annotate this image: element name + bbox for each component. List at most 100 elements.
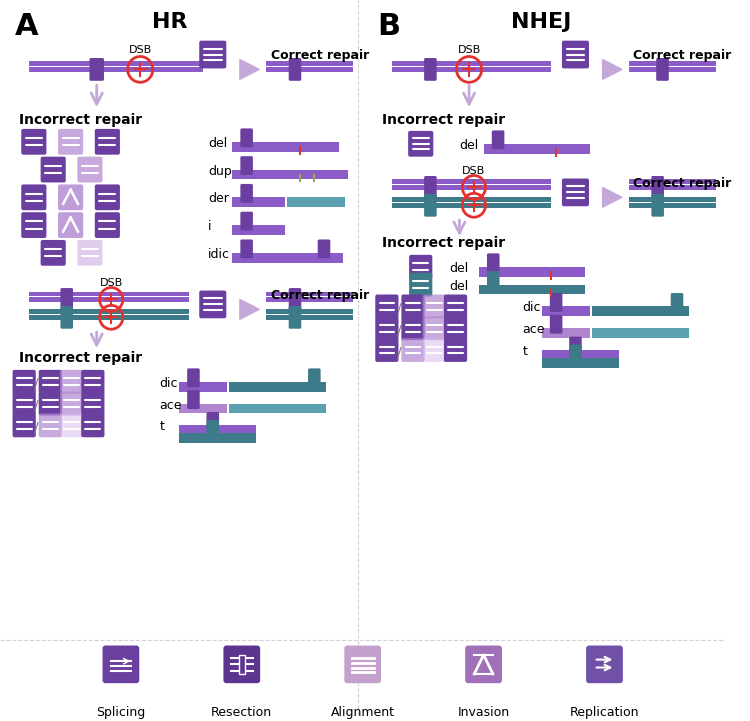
FancyBboxPatch shape	[628, 61, 716, 66]
FancyBboxPatch shape	[542, 311, 590, 317]
Text: dic: dic	[522, 301, 541, 314]
FancyBboxPatch shape	[401, 338, 424, 362]
FancyBboxPatch shape	[423, 338, 445, 362]
FancyBboxPatch shape	[542, 350, 619, 355]
FancyBboxPatch shape	[562, 179, 589, 206]
FancyBboxPatch shape	[77, 240, 103, 266]
Text: der: der	[208, 193, 229, 205]
FancyBboxPatch shape	[542, 358, 619, 363]
FancyBboxPatch shape	[60, 413, 83, 438]
FancyBboxPatch shape	[487, 253, 500, 273]
FancyBboxPatch shape	[179, 404, 227, 409]
FancyBboxPatch shape	[200, 291, 226, 318]
FancyBboxPatch shape	[392, 61, 551, 66]
FancyBboxPatch shape	[21, 212, 46, 238]
FancyBboxPatch shape	[656, 58, 669, 81]
FancyBboxPatch shape	[81, 392, 104, 415]
FancyBboxPatch shape	[628, 185, 716, 190]
FancyBboxPatch shape	[13, 413, 36, 438]
FancyBboxPatch shape	[592, 333, 688, 338]
Text: Correct repair: Correct repair	[271, 289, 369, 302]
FancyBboxPatch shape	[232, 198, 285, 203]
Text: ace: ace	[522, 323, 544, 336]
FancyBboxPatch shape	[240, 184, 253, 203]
FancyBboxPatch shape	[179, 386, 227, 392]
Text: A: A	[14, 12, 38, 41]
FancyBboxPatch shape	[29, 298, 188, 302]
FancyBboxPatch shape	[344, 645, 381, 684]
FancyBboxPatch shape	[484, 149, 590, 154]
FancyBboxPatch shape	[179, 409, 227, 413]
FancyBboxPatch shape	[266, 68, 353, 72]
Text: /: /	[34, 377, 39, 391]
FancyBboxPatch shape	[478, 272, 585, 277]
FancyBboxPatch shape	[232, 253, 344, 258]
FancyBboxPatch shape	[392, 203, 551, 208]
Text: dup: dup	[208, 164, 232, 177]
FancyBboxPatch shape	[230, 404, 326, 409]
FancyBboxPatch shape	[21, 129, 46, 155]
Text: /: /	[34, 399, 39, 412]
FancyBboxPatch shape	[29, 61, 203, 66]
FancyBboxPatch shape	[401, 317, 424, 340]
FancyBboxPatch shape	[308, 368, 320, 387]
FancyBboxPatch shape	[550, 315, 562, 334]
Text: del: del	[460, 138, 478, 151]
FancyBboxPatch shape	[188, 368, 200, 387]
FancyBboxPatch shape	[492, 131, 505, 149]
FancyBboxPatch shape	[409, 255, 432, 278]
FancyBboxPatch shape	[266, 315, 353, 320]
FancyBboxPatch shape	[179, 425, 256, 430]
FancyBboxPatch shape	[542, 363, 619, 368]
FancyBboxPatch shape	[58, 129, 83, 155]
FancyBboxPatch shape	[484, 143, 590, 149]
Text: Incorrect repair: Incorrect repair	[382, 236, 506, 250]
FancyBboxPatch shape	[39, 370, 62, 394]
FancyBboxPatch shape	[232, 230, 285, 235]
FancyBboxPatch shape	[179, 381, 227, 386]
FancyBboxPatch shape	[392, 180, 551, 185]
Text: t: t	[522, 345, 527, 358]
FancyBboxPatch shape	[39, 392, 62, 415]
FancyBboxPatch shape	[444, 338, 467, 362]
FancyBboxPatch shape	[179, 438, 256, 443]
FancyBboxPatch shape	[58, 185, 83, 211]
FancyBboxPatch shape	[586, 645, 622, 684]
FancyBboxPatch shape	[240, 239, 253, 258]
FancyBboxPatch shape	[423, 317, 445, 340]
Text: Alignment: Alignment	[331, 706, 394, 719]
FancyBboxPatch shape	[13, 370, 36, 394]
Text: DSB: DSB	[100, 278, 123, 288]
FancyBboxPatch shape	[670, 293, 683, 312]
FancyBboxPatch shape	[628, 180, 716, 185]
Text: i: i	[208, 220, 212, 233]
FancyBboxPatch shape	[81, 413, 104, 438]
FancyBboxPatch shape	[240, 212, 253, 231]
FancyBboxPatch shape	[94, 212, 120, 238]
Text: DSB: DSB	[458, 45, 481, 55]
FancyBboxPatch shape	[39, 413, 62, 438]
FancyBboxPatch shape	[40, 156, 66, 182]
FancyBboxPatch shape	[652, 176, 664, 199]
FancyBboxPatch shape	[424, 194, 436, 216]
FancyBboxPatch shape	[289, 288, 302, 311]
FancyBboxPatch shape	[21, 185, 46, 211]
FancyBboxPatch shape	[569, 337, 582, 355]
FancyBboxPatch shape	[230, 409, 326, 413]
FancyBboxPatch shape	[628, 68, 716, 72]
FancyBboxPatch shape	[542, 328, 590, 333]
FancyBboxPatch shape	[40, 240, 66, 266]
FancyBboxPatch shape	[29, 315, 188, 320]
FancyBboxPatch shape	[29, 68, 203, 72]
FancyBboxPatch shape	[29, 309, 188, 314]
FancyBboxPatch shape	[424, 58, 436, 81]
FancyBboxPatch shape	[444, 317, 467, 340]
FancyBboxPatch shape	[232, 225, 285, 230]
FancyBboxPatch shape	[592, 306, 688, 311]
Text: dic: dic	[160, 376, 178, 390]
FancyBboxPatch shape	[60, 370, 83, 394]
FancyBboxPatch shape	[542, 306, 590, 311]
Text: B: B	[377, 12, 400, 41]
FancyBboxPatch shape	[230, 381, 326, 386]
Text: ace: ace	[160, 399, 182, 412]
